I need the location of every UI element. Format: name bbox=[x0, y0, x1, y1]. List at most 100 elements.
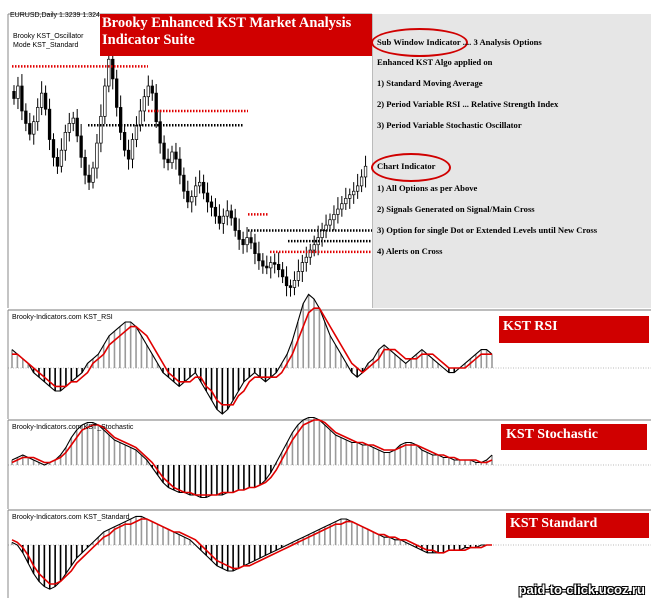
candle-body bbox=[213, 206, 218, 217]
candle-body bbox=[257, 253, 261, 262]
candle-body bbox=[308, 249, 312, 258]
candle bbox=[142, 89, 147, 122]
candle bbox=[115, 69, 119, 117]
candle bbox=[162, 135, 166, 169]
info-line-7: 1) All Options as per Above bbox=[377, 183, 478, 193]
candle bbox=[320, 222, 324, 247]
candle-body bbox=[348, 194, 352, 199]
symbol-label: EURUSD,Daily 1.3239 1.324 bbox=[10, 12, 100, 19]
candle-body bbox=[296, 271, 301, 281]
candle bbox=[280, 262, 285, 284]
candle-body bbox=[12, 91, 16, 99]
candle bbox=[71, 111, 75, 132]
info-line-3: 1) Standard Moving Average bbox=[377, 78, 483, 88]
candle-body bbox=[122, 132, 127, 151]
info-line-10: 4) Alerts on Cross bbox=[377, 246, 443, 256]
candle-body bbox=[320, 230, 324, 238]
candle bbox=[269, 256, 273, 279]
candle bbox=[273, 253, 277, 274]
indicator-mode: Mode KST_Standard bbox=[13, 42, 79, 49]
candle-body bbox=[280, 269, 285, 278]
candle-body bbox=[186, 190, 190, 203]
candle-body bbox=[198, 181, 202, 187]
candle-body bbox=[166, 158, 170, 164]
candle bbox=[194, 176, 198, 206]
candle-body bbox=[225, 210, 229, 217]
candle bbox=[103, 78, 107, 124]
candle bbox=[118, 95, 123, 141]
info-line-8: 2) Signals Generated on Signal/Main Cros… bbox=[377, 204, 535, 214]
candle bbox=[59, 138, 64, 173]
title-line-2: Indicator Suite bbox=[102, 32, 195, 48]
candle-body bbox=[55, 156, 60, 167]
subwindow-2-banner: KST Stochastic bbox=[501, 424, 647, 450]
indicator-box: Brooky KST_Oscillator Mode KST_Standard bbox=[10, 27, 98, 57]
info-line-6: Chart Indicator bbox=[377, 161, 436, 171]
candle bbox=[340, 196, 344, 217]
candle bbox=[217, 204, 222, 230]
info-line-1: Sub Window Indicator .... 3 Analysis Opt… bbox=[377, 37, 542, 47]
candle bbox=[261, 253, 265, 274]
candle-body bbox=[201, 181, 206, 194]
candle bbox=[186, 180, 190, 209]
candle-body bbox=[284, 276, 289, 287]
candle-body bbox=[205, 192, 210, 203]
candle-body bbox=[221, 215, 226, 224]
candle-body bbox=[162, 142, 166, 160]
candle-body bbox=[363, 165, 368, 178]
candle bbox=[24, 103, 28, 132]
candle bbox=[87, 164, 91, 190]
candle-body bbox=[87, 174, 91, 183]
info-line-9: 3) Option for single Dot or Extended Lev… bbox=[377, 225, 598, 235]
candle bbox=[150, 79, 154, 101]
candle-body bbox=[130, 139, 135, 160]
indicator-name: Brooky KST_Oscillator bbox=[13, 33, 84, 40]
candle-body bbox=[24, 110, 28, 124]
candle bbox=[292, 271, 297, 296]
candle-body bbox=[150, 85, 154, 94]
price-chart[interactable] bbox=[0, 0, 651, 310]
candle bbox=[47, 98, 52, 151]
candle bbox=[91, 161, 95, 189]
candle bbox=[284, 266, 289, 297]
histogram-bars bbox=[11, 516, 477, 590]
candle bbox=[122, 124, 127, 157]
candle bbox=[348, 188, 352, 209]
candle-body bbox=[336, 208, 340, 215]
candle-body bbox=[174, 151, 178, 160]
candle bbox=[166, 148, 170, 171]
candle-body bbox=[332, 214, 336, 221]
candle bbox=[205, 182, 210, 213]
candle bbox=[28, 112, 32, 141]
candle bbox=[344, 187, 348, 210]
candle-body bbox=[233, 217, 237, 231]
candle-body bbox=[28, 123, 32, 135]
candle bbox=[363, 155, 368, 188]
candle-body bbox=[253, 242, 257, 254]
candle-body bbox=[63, 132, 68, 151]
candle-body bbox=[142, 96, 147, 112]
candle bbox=[170, 145, 174, 169]
candle-body bbox=[115, 78, 119, 108]
info-panel: Sub Window Indicator .... 3 Analysis Opt… bbox=[371, 14, 651, 308]
candle bbox=[359, 169, 364, 193]
subwindow-3-label: Brooky-Indicators.com KST_Standard bbox=[12, 514, 130, 521]
candle-body bbox=[300, 262, 304, 272]
candle-body bbox=[32, 121, 36, 135]
candle-body bbox=[178, 158, 182, 176]
candle-body bbox=[75, 117, 79, 137]
candle bbox=[79, 123, 83, 168]
candle bbox=[126, 139, 131, 170]
candle bbox=[296, 259, 301, 287]
candle bbox=[63, 124, 68, 161]
candle-body bbox=[39, 92, 44, 108]
candle bbox=[233, 208, 237, 237]
candle-body bbox=[292, 280, 297, 288]
candle bbox=[328, 213, 332, 232]
candle-body bbox=[194, 185, 198, 197]
title-line-1: Brooky Enhanced KST Market Analysis bbox=[102, 15, 352, 31]
subwindow-2-label: Brooky-Indicators.com KST_Stochastic bbox=[12, 424, 134, 431]
candle-body bbox=[170, 151, 174, 164]
candle-body bbox=[20, 85, 24, 112]
